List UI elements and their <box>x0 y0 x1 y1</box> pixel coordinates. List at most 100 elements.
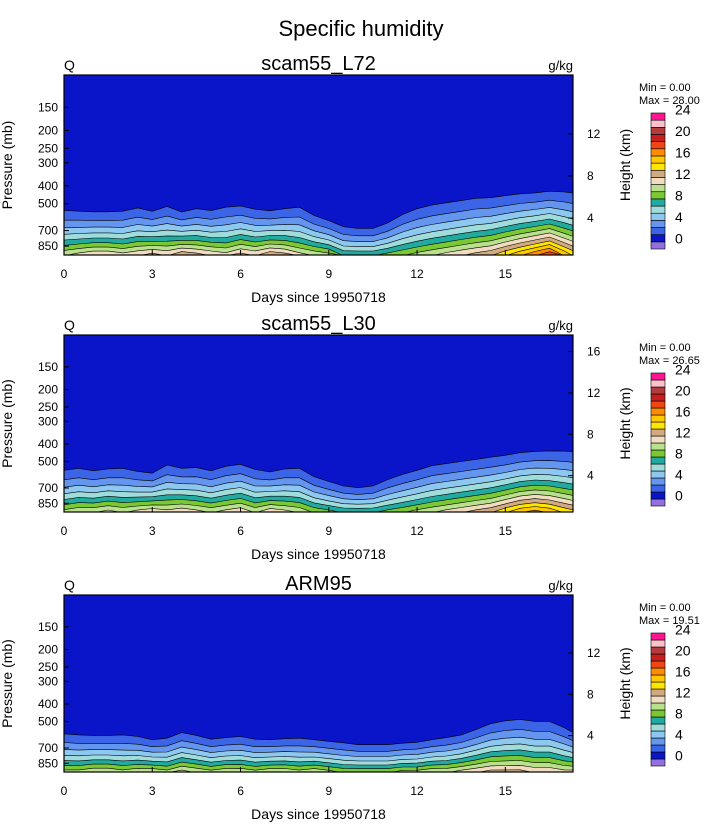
pressure-tick-label: 700 <box>38 224 58 238</box>
x-tick-label: 15 <box>499 524 513 538</box>
pressure-tick-label: 400 <box>38 179 58 193</box>
contour-band-14 <box>64 489 573 512</box>
pressure-tick-label: 500 <box>38 715 58 729</box>
variable-label: Q <box>64 317 75 333</box>
pressure-tick-label: 150 <box>38 360 58 374</box>
plot-frame <box>63 74 574 256</box>
x-tick-label: 12 <box>410 267 424 281</box>
contour-band-16 <box>66 232 573 255</box>
contour-band-28 <box>64 256 573 260</box>
pressure-tick-label: 250 <box>38 400 58 414</box>
x-tick-label: 0 <box>61 784 68 798</box>
x-tick-label: 9 <box>325 784 332 798</box>
x-axis-label: Days since 19950718 <box>251 806 386 822</box>
colorbar-label: 16 <box>675 144 691 160</box>
colorbar-swatch <box>650 227 666 235</box>
colorbar-label: 4 <box>675 209 683 225</box>
colorbar-swatch <box>650 744 666 753</box>
colorbar-swatch <box>650 421 666 430</box>
colorbar-swatch <box>650 428 666 437</box>
colorbar-swatch <box>650 134 666 142</box>
colorbar-swatch <box>650 737 666 746</box>
colorbar-swatch <box>650 177 666 185</box>
colorbar-swatch <box>650 653 666 662</box>
height-tick-label: 16 <box>587 345 601 359</box>
pressure-tick-label: 250 <box>38 141 58 155</box>
colorbar-swatch <box>650 442 666 451</box>
colorbar-label: 8 <box>675 706 683 722</box>
x-tick-label: 15 <box>499 267 513 281</box>
height-tick-label: 4 <box>587 211 594 225</box>
colorbar-label: 4 <box>675 727 683 743</box>
y-axis-label: Pressure (mb) <box>0 121 15 210</box>
colorbar-swatch <box>650 491 666 500</box>
colorbar-swatch <box>650 498 666 507</box>
colorbar-swatch <box>650 456 666 465</box>
x-axis-label: Days since 19950718 <box>251 546 386 562</box>
colorbar-swatch <box>650 379 666 388</box>
colorbar-swatch <box>650 386 666 395</box>
height-tick-label: 4 <box>587 469 594 483</box>
colorbar-swatch <box>650 674 666 683</box>
colorbar-label: 24 <box>675 101 691 117</box>
x-tick-label: 6 <box>237 784 244 798</box>
right-y-axis-label: Height (km) <box>617 129 633 201</box>
colorbar-swatch <box>650 667 666 676</box>
height-tick-label: 8 <box>587 687 594 701</box>
min-label: Min = 0.00 <box>639 602 691 614</box>
pressure-tick-label: 850 <box>38 496 58 510</box>
contour-field <box>64 75 573 260</box>
colorbar-swatch <box>650 414 666 423</box>
colorbar-label: 16 <box>675 404 691 420</box>
x-tick-label: 0 <box>61 524 68 538</box>
x-tick-label: 12 <box>410 524 424 538</box>
pressure-tick-label: 850 <box>38 239 58 253</box>
contour-band-26 <box>536 251 563 255</box>
right-y-axis-label: Height (km) <box>617 387 633 459</box>
x-tick-label: 3 <box>149 524 156 538</box>
colorbar-swatch <box>650 148 666 157</box>
y-axis-label: Pressure (mb) <box>0 379 15 468</box>
pressure-tick-label: 200 <box>38 123 58 137</box>
colorbar-swatch <box>650 449 666 458</box>
height-tick-label: 4 <box>587 729 594 743</box>
colorbar-label: 24 <box>675 622 691 638</box>
pressure-tick-label: 700 <box>38 741 58 755</box>
colorbar-swatch <box>650 470 666 479</box>
variable-label: Q <box>64 577 75 593</box>
colorbar-label: 16 <box>675 664 691 680</box>
pressure-tick-label: 500 <box>38 455 58 469</box>
colorbar-swatch <box>650 477 666 486</box>
pressure-tick-label: 300 <box>38 156 58 170</box>
pressure-tick-label: 200 <box>38 382 58 396</box>
height-tick-label: 8 <box>587 427 594 441</box>
variable-label: Q <box>64 57 75 73</box>
panel-title: ARM95 <box>285 573 352 595</box>
max-label: Max = 26.65 <box>639 355 700 367</box>
colorbar-label: 12 <box>675 685 691 701</box>
x-axis-label: Days since 19950718 <box>251 289 386 305</box>
colorbar-swatch <box>650 463 666 472</box>
pressure-tick-label: 150 <box>38 620 58 634</box>
colorbar-swatch <box>650 758 666 767</box>
colorbar-swatch <box>650 393 666 402</box>
colorbar-swatch <box>650 127 666 135</box>
colorbar-swatch <box>650 112 666 121</box>
units-label: g/kg <box>548 318 573 333</box>
x-tick-label: 0 <box>61 267 68 281</box>
x-tick-label: 3 <box>149 784 156 798</box>
contour-field <box>64 595 573 772</box>
colorbar-swatch <box>650 191 666 200</box>
pressure-tick-label: 250 <box>38 660 58 674</box>
colorbar-swatch <box>650 688 666 697</box>
colorbar-swatch <box>650 141 666 150</box>
colorbar-swatch <box>650 484 666 493</box>
colorbar-swatch <box>650 646 666 655</box>
colorbar-label: 20 <box>675 123 691 139</box>
y-axis-label: Pressure (mb) <box>0 639 15 728</box>
colorbar-label: 4 <box>675 467 683 483</box>
